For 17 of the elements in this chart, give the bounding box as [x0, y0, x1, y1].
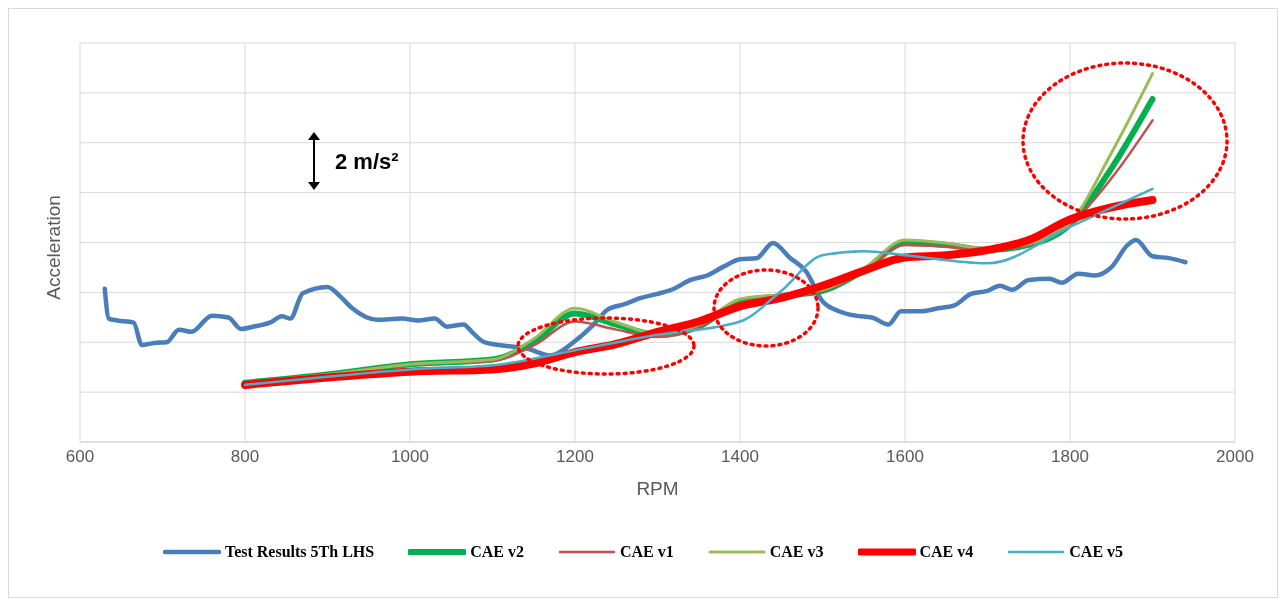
x-tick-label: 1400 — [721, 447, 759, 467]
x-tick-label: 1200 — [556, 447, 594, 467]
x-tick-label: 1800 — [1051, 447, 1089, 467]
annotation: 2 m/s² — [335, 149, 399, 175]
legend-label: CAE v4 — [919, 543, 974, 561]
legend-label: CAE v1 — [619, 543, 674, 561]
x-tick-label: 1000 — [391, 447, 429, 467]
x-tick-label: 2000 — [1216, 447, 1254, 467]
legend-label: CAE v2 — [470, 543, 524, 561]
x-tick-label: 1600 — [886, 447, 924, 467]
legend-label: CAE v3 — [769, 543, 824, 561]
x-tick-label: 800 — [230, 447, 260, 467]
x-tick-label: 600 — [65, 447, 95, 467]
legend-label: Test Results 5Th LHS — [224, 543, 375, 561]
y-axis-title: Acceleration — [43, 195, 64, 300]
x-axis-title: RPM — [636, 478, 679, 499]
legend-label: CAE v5 — [1069, 543, 1124, 561]
